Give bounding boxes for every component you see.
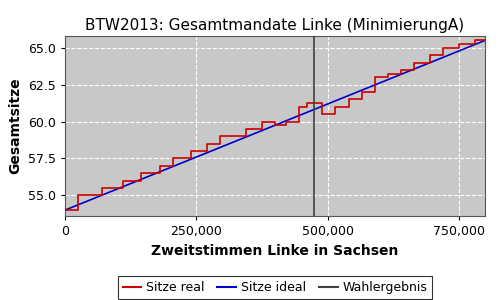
Sitze real: [482, 39, 488, 42]
Sitze real: [346, 98, 352, 101]
Line: Sitze real: Sitze real: [65, 40, 485, 210]
Y-axis label: Gesamtsitze: Gesamtsitze: [8, 78, 22, 174]
Sitze real: [188, 157, 194, 160]
Sitze real: [472, 39, 478, 42]
Sitze real: [411, 61, 417, 64]
Sitze real: [456, 42, 462, 46]
Legend: Sitze real, Sitze ideal, Wahlergebnis: Sitze real, Sitze ideal, Wahlergebnis: [118, 276, 432, 299]
X-axis label: Zweitstimmen Linke in Sachsen: Zweitstimmen Linke in Sachsen: [152, 244, 398, 258]
Title: BTW2013: Gesamtmandate Linke (MinimierungA): BTW2013: Gesamtmandate Linke (Minimierun…: [86, 18, 464, 33]
Sitze real: [188, 149, 194, 153]
Sitze real: [372, 76, 378, 79]
Sitze real: [62, 208, 68, 212]
